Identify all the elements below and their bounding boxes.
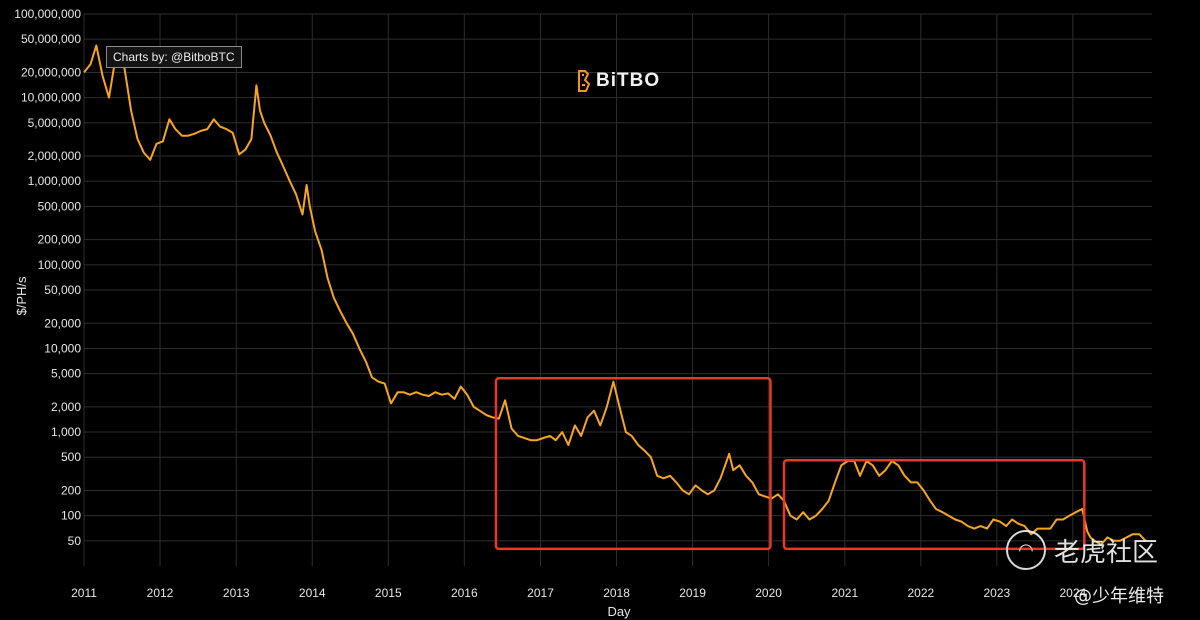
tiger-community-icon: ◠: [1006, 530, 1046, 570]
x-tick-label: 2013: [223, 586, 250, 600]
x-tick-label: 2019: [679, 586, 706, 600]
y-tick-label: 200: [61, 483, 81, 497]
x-tick-label: 2011: [71, 586, 97, 600]
series-line: [83, 44, 1147, 546]
y-tick-label: 5,000: [51, 367, 81, 381]
y-tick-label: 100,000: [38, 258, 82, 272]
highlight-box-2: [782, 458, 1086, 551]
x-tick-label: 2020: [755, 586, 782, 600]
y-tick-label: 100: [61, 509, 81, 523]
bitbo-logo-text: BiTBO: [596, 70, 661, 91]
y-axis-title: $/PH/s: [14, 276, 29, 316]
author-handle: @少年维特: [1074, 586, 1164, 607]
y-tick-label: 5,000,000: [28, 116, 82, 130]
y-tick-label: 2,000,000: [28, 149, 82, 163]
highlight-boxes: [494, 377, 1086, 551]
y-tick-label: 10,000,000: [21, 91, 81, 105]
highlight-box-1: [494, 377, 772, 551]
y-tick-label: 100,000,000: [14, 7, 81, 21]
bitbo-logo: BiTBO: [576, 70, 660, 92]
y-tick-label: 20,000,000: [21, 65, 81, 79]
y-tick-label: 200,000: [38, 233, 82, 247]
x-tick-label: 2016: [451, 586, 478, 600]
x-axis-ticks: 2011 2012 2013 2014 2015 2016 2017 2018 2019 2020…: [71, 586, 1086, 600]
y-tick-label: 500: [61, 450, 81, 464]
x-axis-title: Day: [607, 604, 631, 619]
x-tick-label: 2017: [527, 586, 554, 600]
y-axis-ticks: 100,000,000 50,000,000 20,000,000 10,000,00…: [14, 7, 81, 548]
x-tick-label: 2021: [831, 586, 858, 600]
x-tick-label: 2014: [299, 586, 326, 600]
x-tick-label: 2018: [603, 586, 630, 600]
y-tick-label: 2,000: [51, 400, 81, 414]
y-tick-label: 50,000,000: [21, 32, 81, 46]
y-tick-label: 10,000: [44, 341, 81, 355]
x-tick-label: 2023: [983, 586, 1010, 600]
grid: [83, 13, 1152, 566]
x-tick-label: 2022: [907, 586, 934, 600]
tiger-community-watermark: ◠ 老虎社区: [1006, 530, 1158, 570]
bitbo-logo-icon: [578, 70, 590, 92]
y-tick-label: 1,000,000: [28, 174, 82, 188]
chart-credit-label: Charts by: @BitboBTC: [106, 46, 242, 68]
y-tick-label: 500,000: [38, 199, 82, 213]
y-tick-label: 1,000: [51, 425, 81, 439]
y-tick-label: 20,000: [44, 316, 81, 330]
x-tick-label: 2012: [147, 586, 174, 600]
y-tick-label: 50: [68, 534, 82, 548]
x-tick-label: 2024: [1060, 586, 1087, 600]
x-tick-label: 2015: [375, 586, 402, 600]
watermark-text: 老虎社区: [1054, 537, 1159, 568]
y-tick-label: 50,000: [44, 283, 81, 297]
